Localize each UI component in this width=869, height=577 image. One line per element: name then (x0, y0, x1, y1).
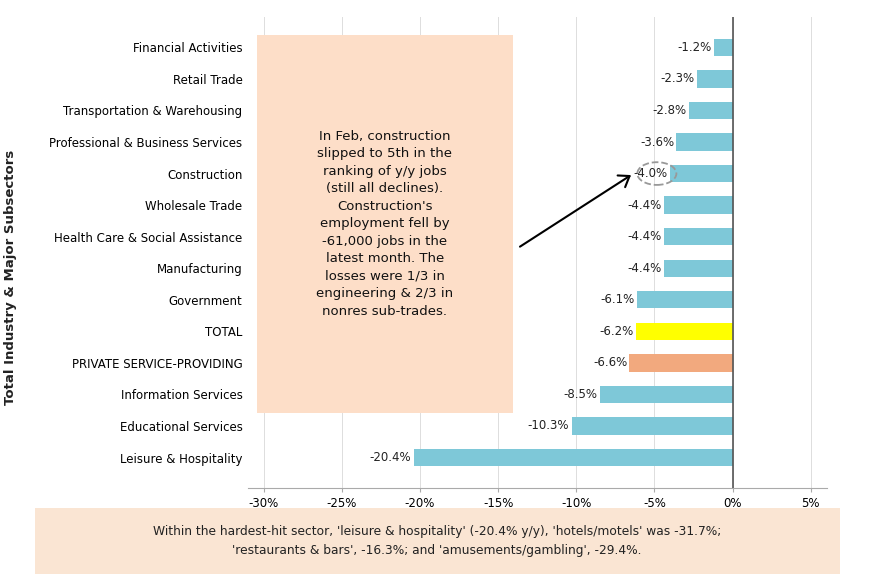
Text: -4.4%: -4.4% (627, 262, 660, 275)
Bar (696, 70, 732, 88)
Text: -2.8%: -2.8% (652, 104, 686, 117)
Text: -4.4%: -4.4% (627, 198, 660, 212)
Text: -1.2%: -1.2% (677, 41, 711, 54)
Bar (663, 228, 732, 245)
Text: -6.1%: -6.1% (600, 293, 634, 306)
Text: -6.6%: -6.6% (592, 357, 627, 369)
Bar (571, 417, 732, 434)
Text: -4.4%: -4.4% (627, 230, 660, 243)
Text: -8.5%: -8.5% (563, 388, 597, 401)
Bar (663, 260, 732, 277)
Bar (414, 449, 732, 466)
Text: -4.0%: -4.0% (633, 167, 667, 180)
Bar (669, 165, 732, 182)
Text: -2.3%: -2.3% (660, 72, 693, 85)
Bar (688, 102, 732, 119)
Text: -20.4%: -20.4% (369, 451, 411, 464)
FancyBboxPatch shape (241, 12, 528, 435)
Text: Within the hardest-hit sector, 'leisure & hospitality' (-20.4% y/y), 'hotels/mot: Within the hardest-hit sector, 'leisure … (153, 525, 720, 557)
Bar (637, 291, 732, 309)
Bar (635, 323, 732, 340)
Bar (675, 133, 732, 151)
X-axis label: Y/Y % Change in Number of Jobs: Y/Y % Change in Number of Jobs (410, 518, 663, 532)
Bar (663, 196, 732, 214)
Bar (629, 354, 732, 372)
Bar (713, 39, 732, 56)
Text: -6.2%: -6.2% (599, 325, 633, 338)
Bar (599, 386, 732, 403)
Text: In Feb, construction
slipped to 5th in the
ranking of y/y jobs
(still all declin: In Feb, construction slipped to 5th in t… (316, 130, 453, 317)
Text: -10.3%: -10.3% (527, 419, 568, 433)
FancyBboxPatch shape (10, 506, 863, 576)
Text: -3.6%: -3.6% (640, 136, 673, 148)
Text: Total Industry & Major Subsectors: Total Industry & Major Subsectors (4, 149, 17, 404)
